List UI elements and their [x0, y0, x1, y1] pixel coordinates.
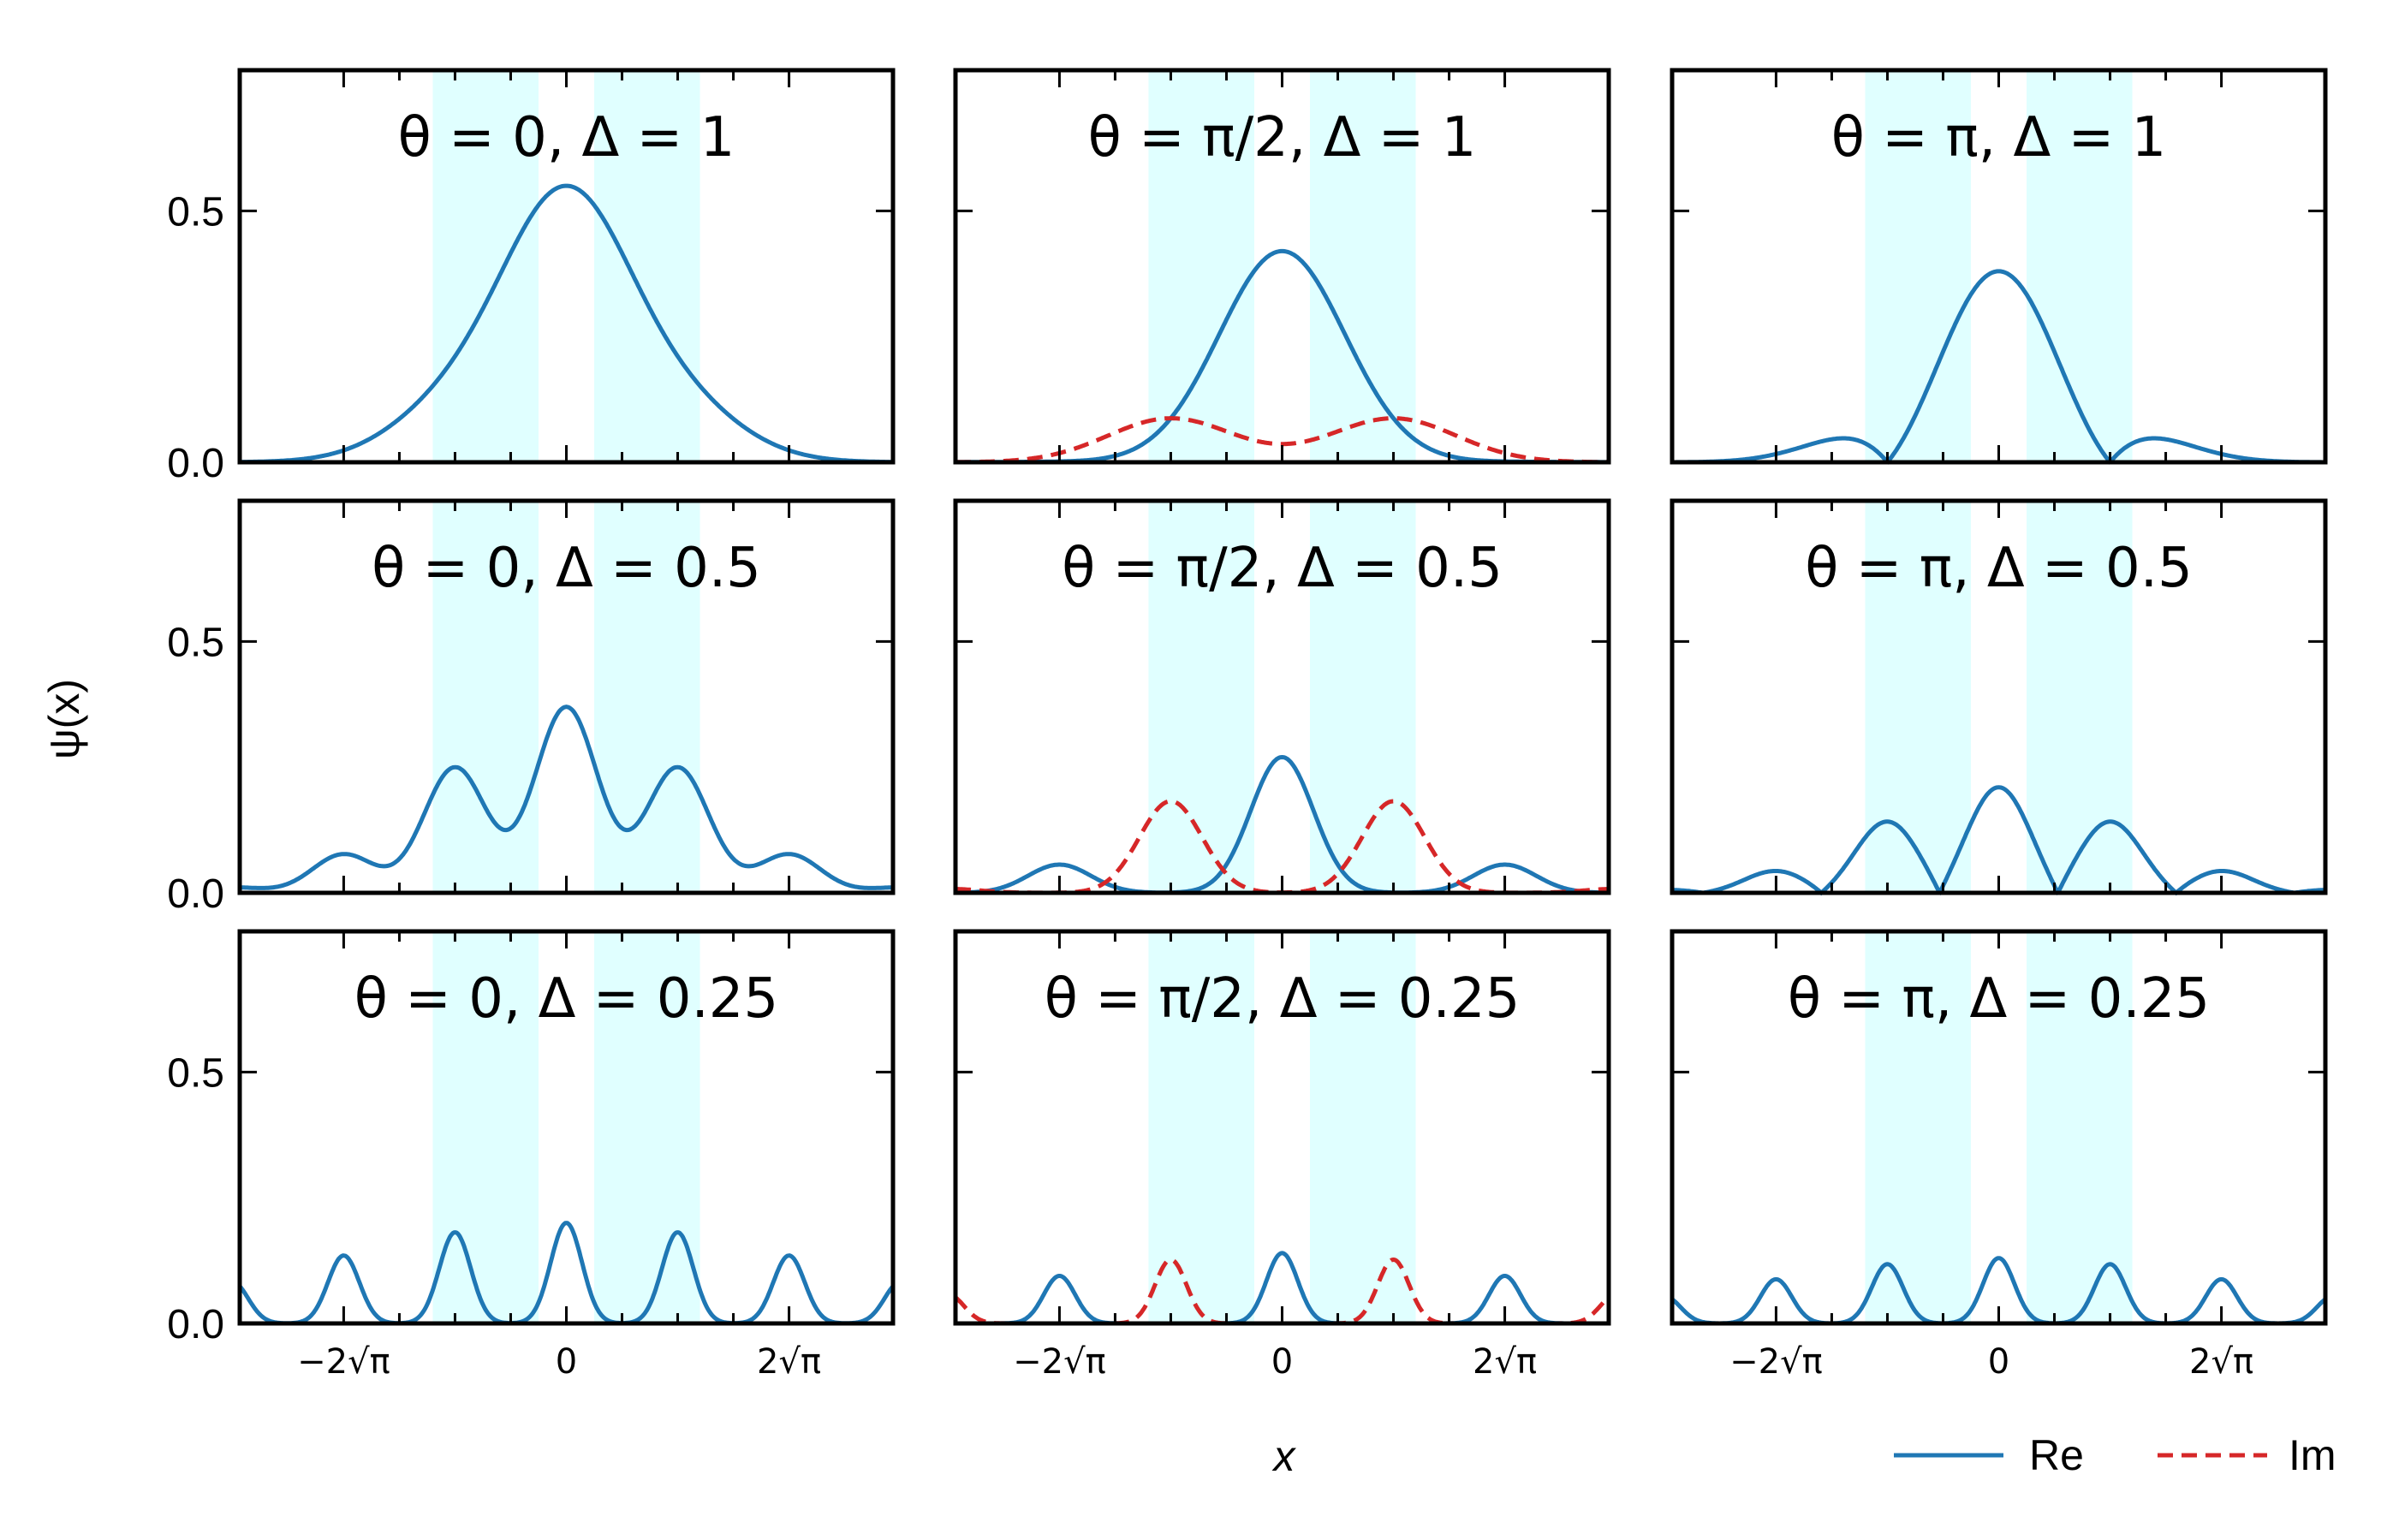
x-tick-label: −2√π: [1729, 1342, 1823, 1382]
shade-band: [432, 931, 539, 1323]
y-tick-label: 0.0: [167, 441, 224, 486]
panel-title-0-5: θ = π, Δ = 0.5: [1805, 537, 2193, 600]
shade-band: [2027, 931, 2133, 1323]
y-tick-label: 0.5: [167, 189, 224, 235]
shade-band: [1148, 931, 1254, 1323]
series-re: [955, 754, 1610, 895]
panel-title-0-1: θ = 0, Δ = 1: [398, 106, 735, 169]
panel-7: 0.0 0.5 −2√π 0 2√π θ = 0, Δ = 0.25: [167, 929, 896, 1382]
shade-band: [2027, 70, 2133, 462]
series-re: [1670, 1256, 2327, 1326]
legend-label-im: Im: [2289, 1431, 2336, 1479]
panel-title-0-0-5: θ = 0, Δ = 0.5: [372, 537, 761, 600]
shade-band: [1865, 931, 1971, 1323]
panel-title-0-0-25: θ = 0, Δ = 0.25: [354, 967, 778, 1031]
panel-1: 0.0 0.5 θ = 0, Δ = 1: [167, 68, 896, 486]
y-tick-label: 0.0: [167, 871, 224, 917]
shade-band: [594, 931, 700, 1323]
panel-title-1: θ = π, Δ = 1: [1831, 106, 2167, 169]
y-axis-label: ψ(x): [40, 679, 88, 759]
x-tick-label: 2√π: [1473, 1342, 1537, 1382]
legend-label-re: Re: [2029, 1431, 2084, 1479]
series-re: [240, 705, 893, 890]
y-tick-label: 0.0: [167, 1302, 224, 1347]
shade-band: [1148, 501, 1254, 893]
panel-title-2-0-25: θ = π/2, Δ = 0.25: [1045, 967, 1521, 1031]
series-re: [955, 248, 1609, 465]
shade-band: [594, 70, 700, 462]
panel-4: 0.0 0.5 θ = 0, Δ = 0.5: [167, 498, 896, 917]
x-tick-label: 0: [1988, 1342, 2009, 1382]
shade-band: [1865, 70, 1971, 462]
panel-title-2-1: θ = π/2, Δ = 1: [1088, 106, 1477, 169]
series-re: [1672, 785, 2325, 896]
series-re: [238, 1221, 895, 1326]
panel-8: −2√π 0 2√π θ = π/2, Δ = 0.25: [953, 929, 1611, 1382]
shade-band: [1310, 931, 1416, 1323]
shade-band: [1310, 501, 1416, 893]
shade-band: [1148, 70, 1254, 462]
panel-6: θ = π, Δ = 0.5: [1670, 498, 2328, 896]
shade-band: [432, 501, 539, 893]
x-tick-label: 0: [556, 1342, 577, 1382]
panel-title-2-0-5: θ = π/2, Δ = 0.5: [1062, 537, 1503, 600]
shade-band: [1310, 70, 1416, 462]
panel-3: θ = π, Δ = 1: [1670, 68, 2328, 465]
series-re: [240, 183, 893, 465]
shade-band: [1865, 501, 1971, 893]
panel-9: −2√π 0 2√π θ = π, Δ = 0.25: [1670, 929, 2328, 1382]
shade-band: [2027, 501, 2133, 893]
panel-2: θ = π/2, Δ = 1: [953, 68, 1611, 465]
x-tick-label: 0: [1271, 1342, 1293, 1382]
shade-band: [432, 70, 539, 462]
series-im: [955, 416, 1610, 465]
y-tick-label: 0.5: [167, 620, 224, 665]
y-tick-label: 0.5: [167, 1050, 224, 1096]
panel-grid: 0.0 0.5 θ = 0, Δ = 1 θ = π/2, Δ = 1 θ = π, Δ…: [167, 68, 2328, 1382]
panel-title-0-25: θ = π, Δ = 0.25: [1788, 967, 2210, 1031]
x-tick-label: −2√π: [297, 1342, 390, 1382]
panel-5: θ = π/2, Δ = 0.5: [953, 498, 1611, 895]
series-re: [1672, 269, 2325, 465]
x-tick-label: 2√π: [757, 1342, 821, 1382]
x-axis-label: x: [1272, 1432, 1297, 1480]
x-tick-label: −2√π: [1013, 1342, 1106, 1382]
x-tick-label: 2√π: [2189, 1342, 2253, 1382]
legend: Re Im: [1894, 1431, 2336, 1479]
series-re: [955, 1251, 1609, 1326]
shade-band: [594, 501, 700, 893]
